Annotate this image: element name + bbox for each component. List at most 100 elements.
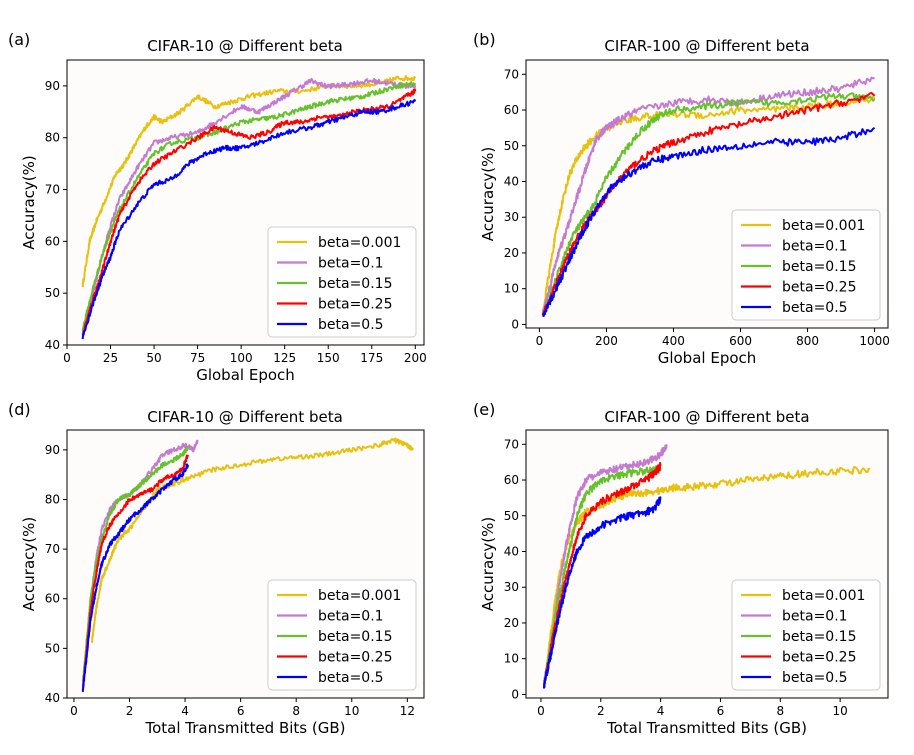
x-tick-label: 25 [103, 351, 118, 365]
legend-entry: beta=0.5 [782, 670, 848, 686]
series-line [82, 445, 189, 683]
y-tick-label: 70 [45, 183, 60, 197]
legend-entry: beta=0.001 [782, 218, 865, 234]
y-tick-label: 70 [504, 437, 519, 451]
x-tick-label: 1000 [859, 334, 890, 348]
legend-entry: beta=0.15 [318, 276, 392, 292]
y-tick-label: 50 [45, 641, 60, 655]
legend: beta=0.001 beta=0.1 beta=0.15 beta=0.25 beta… [267, 579, 417, 691]
y-tick-label: 80 [45, 492, 60, 506]
series-line [542, 127, 876, 317]
y-tick-label: 70 [45, 542, 60, 556]
y-tick-label: 10 [504, 282, 519, 296]
legend-entry: beta=0.1 [318, 609, 384, 625]
y-tick-label: 90 [45, 443, 60, 457]
y-tick-label: 10 [504, 652, 519, 666]
legend-entry: beta=0.15 [782, 259, 856, 275]
x-tick-label: 0 [536, 334, 544, 348]
x-axis-label: Total Transmitted Bits (GB) [144, 719, 345, 737]
x-tick-label: 4 [181, 704, 189, 718]
y-axis-label: Accuracy(%) [479, 147, 497, 241]
series-line [541, 92, 876, 317]
plot-frame [66, 59, 425, 346]
chart-panel: 0 2 4 6 8 10 12 40 50 60 70 80 90 (d) CIFAR-10 @ Diffe… [8, 400, 425, 737]
legend-entry: beta=0.1 [782, 609, 848, 625]
x-tick-label: 8 [776, 704, 784, 718]
x-tick-label: 100 [230, 351, 253, 365]
series-line [81, 77, 417, 336]
x-tick-label: 6 [717, 704, 725, 718]
series-line [81, 98, 417, 340]
plot-frame [525, 429, 889, 699]
y-tick-label: 30 [504, 580, 519, 594]
legend-entry: beta=0.001 [318, 588, 401, 604]
y-tick-label: 60 [504, 473, 519, 487]
panel-label: (a) [8, 30, 30, 49]
x-axis-label: Global Epoch [196, 366, 295, 384]
legend-entry: beta=0.25 [318, 297, 392, 313]
y-tick-label: 80 [45, 131, 60, 145]
chart-panel: 0 25 50 75 100 125 150 175 200 40 50 60 70 80 90 (a) CIF… [8, 30, 427, 384]
panel-label: (b) [473, 30, 496, 49]
x-tick-label: 175 [360, 351, 383, 365]
y-tick-label: 20 [504, 246, 519, 260]
legend-box [731, 579, 881, 691]
y-tick-label: 50 [45, 286, 60, 300]
legend-entry: beta=0.25 [782, 650, 856, 666]
x-tick-label: 200 [404, 351, 427, 365]
legend-entry: beta=0.25 [318, 650, 392, 666]
legend-entry: beta=0.001 [782, 588, 865, 604]
series-line [81, 463, 189, 692]
chart-title: CIFAR-100 @ Different beta [604, 408, 809, 426]
chart-title: CIFAR-100 @ Different beta [604, 37, 809, 55]
x-axis-label: Global Epoch [658, 349, 757, 367]
y-axis-label: Accuracy(%) [20, 155, 38, 249]
y-axis-label: Accuracy(%) [479, 517, 497, 611]
y-tick-label: 0 [511, 687, 519, 701]
y-tick-label: 20 [504, 616, 519, 630]
chart-panel: 0 200 400 600 800 1000 0 10 20 30 40 50 60 70 (b) CIFAR… [473, 30, 890, 367]
x-tick-label: 800 [796, 334, 819, 348]
series-line [543, 496, 662, 689]
y-tick-label: 60 [45, 592, 60, 606]
x-tick-label: 2 [126, 704, 134, 718]
y-tick-label: 70 [504, 67, 519, 81]
y-tick-label: 50 [504, 139, 519, 153]
y-tick-label: 60 [504, 103, 519, 117]
x-tick-label: 2 [597, 704, 605, 718]
plot-frame [525, 59, 889, 329]
legend-box [267, 226, 417, 338]
y-tick-label: 50 [504, 509, 519, 523]
series-line [91, 437, 414, 643]
y-tick-label: 90 [45, 79, 60, 93]
legend-box [731, 209, 881, 321]
legend-box [267, 579, 417, 691]
legend: beta=0.001 beta=0.1 beta=0.15 beta=0.25 beta… [731, 209, 881, 321]
x-tick-label: 600 [729, 334, 752, 348]
legend-entry: beta=0.15 [318, 629, 392, 645]
legend-entry: beta=0.1 [782, 239, 848, 255]
chart-panel: 0 2 4 6 8 10 0 10 20 30 40 50 60 70 (e) CIFAR-100 @ Dif… [473, 400, 889, 737]
x-tick-label: 0 [70, 704, 78, 718]
legend: beta=0.001 beta=0.1 beta=0.15 beta=0.25 beta… [731, 579, 881, 691]
legend-entry: beta=0.25 [782, 280, 856, 296]
y-tick-label: 30 [504, 210, 519, 224]
x-tick-label: 8 [292, 704, 300, 718]
chart-title: CIFAR-10 @ Different beta [147, 37, 343, 55]
panel-label: (d) [8, 400, 31, 419]
chart-title: CIFAR-10 @ Different beta [147, 408, 343, 426]
y-tick-label: 40 [45, 691, 60, 705]
legend: beta=0.001 beta=0.1 beta=0.15 beta=0.25 beta… [267, 226, 417, 338]
x-tick-label: 125 [273, 351, 296, 365]
legend-entry: beta=0.5 [782, 300, 848, 316]
legend-entry: beta=0.5 [318, 670, 384, 686]
x-tick-label: 50 [146, 351, 161, 365]
y-tick-label: 40 [504, 174, 519, 188]
x-tick-label: 10 [832, 704, 847, 718]
x-axis-label: Total Transmitted Bits (GB) [606, 719, 807, 737]
series-line [543, 461, 662, 689]
y-tick-label: 40 [45, 338, 60, 352]
y-tick-label: 40 [504, 544, 519, 558]
x-tick-label: 0 [63, 351, 71, 365]
